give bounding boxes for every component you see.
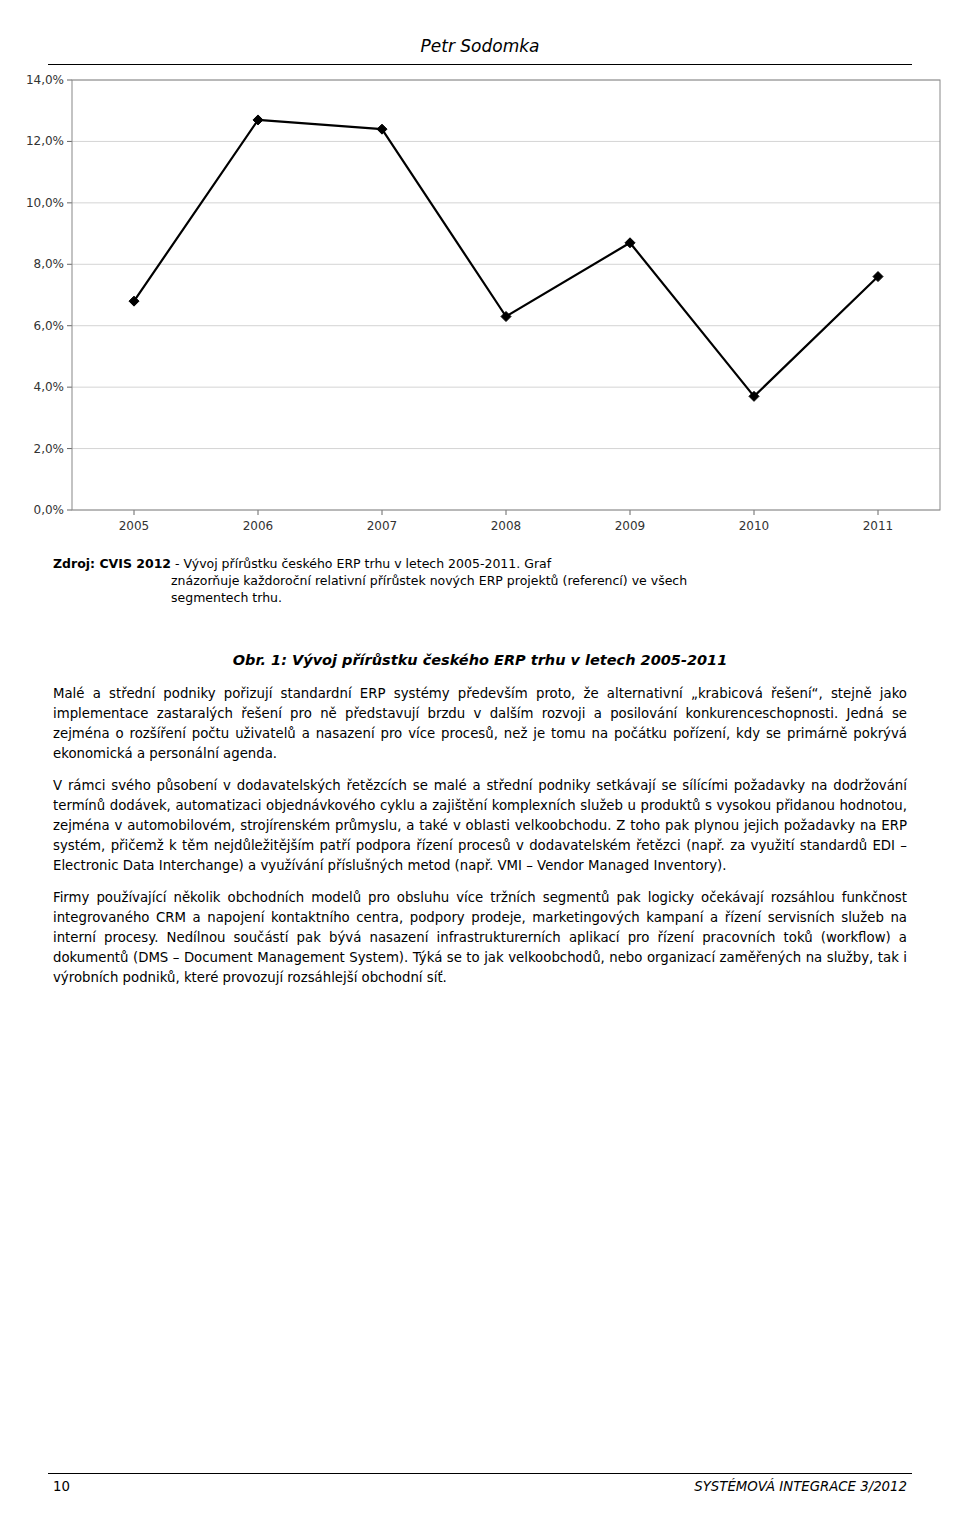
x-tick-label: 2007 — [367, 519, 398, 533]
y-tick — [67, 387, 72, 388]
x-tick — [258, 510, 259, 515]
y-grid-line — [72, 387, 940, 388]
x-tick-label: 2009 — [615, 519, 646, 533]
y-tick — [67, 264, 72, 265]
paragraph: V rámci svého působení v dodavatelských … — [53, 776, 907, 876]
source-normal: - Vývoj přírůstku českého ERP trhu v let… — [171, 556, 687, 607]
x-tick — [382, 510, 383, 515]
x-tick — [630, 510, 631, 515]
x-tick-label: 2008 — [491, 519, 522, 533]
y-tick-label: 4,0% — [34, 380, 65, 394]
x-tick-label: 2010 — [739, 519, 770, 533]
y-grid-line — [72, 264, 940, 265]
source-bold: Zdroj: CVIS 2012 — [53, 556, 171, 607]
y-tick — [67, 325, 72, 326]
footer-left: 10 — [53, 1479, 70, 1494]
x-tick — [134, 510, 135, 515]
x-tick-label: 2006 — [243, 519, 274, 533]
y-tick — [67, 510, 72, 511]
y-tick — [67, 202, 72, 203]
page-header: Petr Sodomka — [0, 36, 960, 56]
paragraph: Firmy používající několik obchodních mod… — [53, 888, 907, 988]
plot-frame — [72, 80, 940, 510]
y-tick-label: 10,0% — [26, 196, 64, 210]
y-tick-label: 0,0% — [34, 503, 65, 517]
caption: Obr. 1: Vývoj přírůstku českého ERP trhu… — [0, 652, 960, 668]
header-rule — [48, 64, 912, 65]
y-tick — [67, 80, 72, 81]
footer-right: SYSTÉMOVÁ INTEGRACE 3/2012 — [694, 1479, 907, 1494]
paragraph: Malé a střední podniky pořizují standard… — [53, 684, 907, 764]
y-tick-label: 6,0% — [34, 319, 65, 333]
x-tick — [754, 510, 755, 515]
data-line — [134, 120, 878, 396]
source-text: Zdroj: CVIS 2012 - Vývoj přírůstku české… — [53, 556, 687, 607]
x-tick — [506, 510, 507, 515]
data-marker — [377, 124, 387, 134]
chart: 0,0% 2,0% 4,0% 6,0% 8,0% 10,0% 12,0% 14,0% 2005 2… — [0, 70, 960, 540]
y-grid-line — [72, 141, 940, 142]
footer-rule — [48, 1473, 912, 1474]
x-tick-label: 2011 — [863, 519, 894, 533]
y-grid-line — [72, 325, 940, 326]
data-marker — [749, 391, 759, 401]
data-marker — [873, 272, 883, 282]
y-tick-label: 2,0% — [34, 442, 65, 456]
y-tick-label: 14,0% — [26, 73, 64, 87]
data-marker — [501, 312, 511, 322]
y-tick-label: 12,0% — [26, 134, 64, 148]
grid — [72, 80, 940, 510]
series — [129, 115, 883, 401]
y-tick — [67, 141, 72, 142]
x-tick-label: 2005 — [119, 519, 150, 533]
data-marker — [129, 296, 139, 306]
x-tick — [878, 510, 879, 515]
y-tick — [67, 448, 72, 449]
y-grid-line — [72, 448, 940, 449]
body-text: Malé a střední podniky pořizují standard… — [53, 684, 907, 1000]
y-tick-label: 8,0% — [34, 257, 65, 271]
data-marker — [253, 115, 263, 125]
axes: 0,0% 2,0% 4,0% 6,0% 8,0% 10,0% 12,0% 14,0% 2005 2… — [26, 73, 940, 533]
data-marker — [625, 238, 635, 248]
